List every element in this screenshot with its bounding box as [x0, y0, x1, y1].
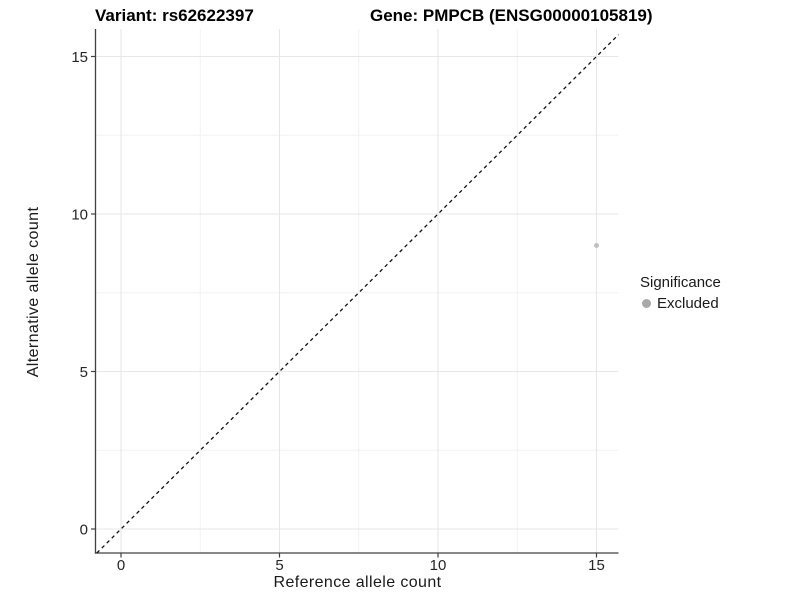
- x-tick-label: 15: [588, 557, 605, 574]
- x-tick-label: 10: [430, 557, 447, 574]
- y-tick-label: 5: [80, 364, 88, 381]
- legend-item-label: Excluded: [657, 295, 719, 312]
- legend-key-dot-icon: [642, 299, 651, 308]
- identity-reference-line: [96, 34, 619, 554]
- x-tick-label: 0: [117, 557, 125, 574]
- y-tick-label: 10: [71, 207, 88, 224]
- y-tick-label: 15: [71, 49, 88, 66]
- y-axis-title: Alternative allele count: [25, 206, 42, 378]
- data-point: [594, 243, 599, 248]
- legend-item-excluded: Excluded: [640, 295, 721, 312]
- legend-title: Significance: [640, 274, 721, 291]
- x-axis-title: Reference allele count: [273, 574, 442, 591]
- gene-title: Gene: PMPCB (ENSG00000105819): [370, 6, 653, 25]
- x-tick-label: 5: [275, 557, 283, 574]
- legend: Significance Excluded: [640, 274, 721, 312]
- y-tick-label: 0: [80, 522, 88, 539]
- variant-title: Variant: rs62622397: [95, 6, 254, 25]
